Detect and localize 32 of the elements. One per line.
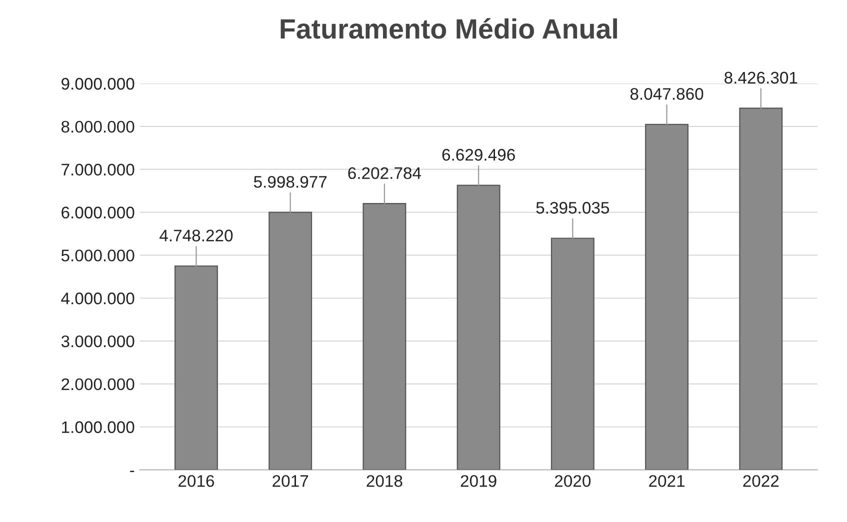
data-label: 6.202.784 [348,167,422,180]
y-tick-label: 9.000.000 [62,78,134,90]
y-tick-label: 7.000.000 [62,164,134,176]
bar [362,203,406,470]
bar [550,238,594,470]
chart-title: Faturamento Médio Anual [280,18,617,39]
y-tick-label: 2.000.000 [62,378,134,390]
x-tick-label: 2016 [178,475,214,487]
bar [456,184,500,470]
x-tick-label: 2019 [460,475,496,487]
data-label: 5.395.035 [536,202,610,214]
bar [645,124,689,470]
y-tick-label: 8.000.000 [61,120,134,133]
data-label: 4.748.220 [160,230,233,242]
x-tick-label: 2017 [272,475,308,487]
y-tick-label: 6.000.000 [62,206,134,218]
y-tick-label: - [130,470,134,472]
data-label: 8.426.301 [724,72,798,84]
y-tick-label: 1.000.000 [62,421,134,434]
x-tick-label: 2018 [366,475,402,487]
y-tick-label: 5.000.000 [61,250,134,262]
bar [268,212,312,470]
y-tick-label: 4.000.000 [61,292,134,304]
data-label: 5.998.977 [254,176,327,188]
bar [174,265,218,470]
data-label: 8.047.860 [630,88,704,100]
y-tick-label: 3.000.000 [61,335,134,348]
x-tick-label: 2021 [649,475,685,487]
x-tick-label: 2022 [743,475,779,487]
bar [739,108,783,470]
data-label: 6.629.496 [442,148,515,161]
x-tick-label: 2020 [554,475,591,487]
